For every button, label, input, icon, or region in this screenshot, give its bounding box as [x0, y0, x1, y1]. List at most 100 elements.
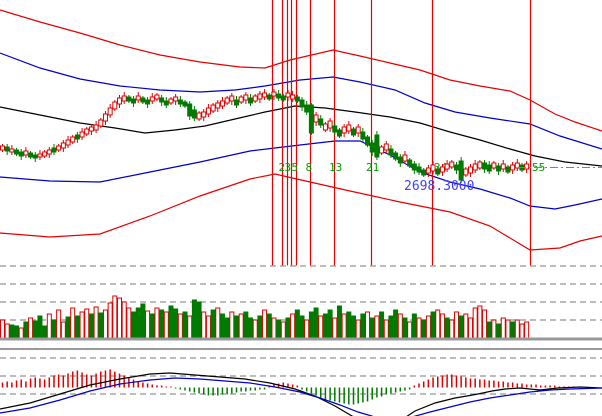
- candle-down: [397, 156, 403, 164]
- volume-bar-down: [51, 319, 57, 339]
- volume-bar-up: [519, 323, 525, 339]
- candle-up: [112, 101, 118, 110]
- fib-time-label: 5: [292, 161, 299, 174]
- candle-down: [486, 164, 492, 172]
- volume-bar-down: [140, 303, 146, 339]
- candle-up: [468, 166, 473, 174]
- volume-bar-down: [444, 317, 450, 339]
- volume-bar-up: [60, 321, 66, 339]
- candle-up: [70, 136, 76, 143]
- candle-down: [187, 103, 193, 117]
- volume-bar-up: [154, 307, 160, 339]
- volume-bar-up: [435, 309, 441, 339]
- lower-red-band-line: [0, 173, 602, 251]
- candle-down: [393, 152, 399, 160]
- candle-down: [4, 146, 10, 152]
- candle-down: [308, 104, 314, 134]
- candle-up: [341, 126, 347, 134]
- volume-bar-down: [149, 313, 155, 339]
- candle-down: [234, 99, 239, 106]
- candle-down: [131, 98, 137, 104]
- candle-down: [388, 148, 394, 156]
- candle-up: [439, 166, 445, 173]
- volume-bar-up: [472, 307, 478, 339]
- candle-up: [168, 98, 174, 104]
- volume-bar-up: [491, 319, 497, 339]
- volume-bar-up: [425, 315, 431, 339]
- volume-bar-down: [308, 311, 314, 339]
- candle-down: [191, 109, 197, 119]
- volume-bar-up: [524, 321, 530, 339]
- candle-down: [145, 99, 151, 105]
- volume-bar-up: [383, 319, 389, 339]
- candle-down: [421, 169, 427, 176]
- volume-bar-up: [145, 310, 151, 339]
- candle-up: [510, 164, 516, 171]
- candle-up: [238, 96, 244, 103]
- candle-up: [107, 107, 113, 116]
- candle-down: [14, 149, 20, 155]
- volume-bar-up: [477, 305, 483, 339]
- volume-bar-up: [304, 319, 310, 339]
- volume-bar-up: [416, 317, 422, 339]
- volume-bar-up: [262, 309, 268, 339]
- volume-bar-down: [486, 321, 492, 339]
- volume-bar-up: [46, 313, 52, 339]
- volume-bar-up: [126, 307, 132, 339]
- candle-up: [463, 168, 469, 176]
- volume-bar-down: [65, 316, 71, 339]
- candle-up: [65, 139, 71, 146]
- volume-bar-down: [294, 309, 300, 339]
- volume-bar-down: [42, 325, 48, 339]
- volume-bar-down: [243, 311, 249, 339]
- volume-bar-up: [177, 313, 183, 339]
- candle-up: [524, 163, 530, 170]
- candle-up: [430, 164, 436, 172]
- candle-up: [56, 145, 62, 151]
- candle-up: [477, 161, 483, 169]
- volume-gridlines: [0, 265, 602, 321]
- candle-down: [496, 165, 502, 172]
- candle-down: [453, 164, 459, 171]
- volume-bar-down: [411, 313, 417, 339]
- candle-down: [51, 147, 57, 153]
- volume-bar-down: [351, 315, 356, 339]
- candle-up: [60, 142, 66, 149]
- candle-down: [163, 100, 169, 106]
- fib-time-label: 21: [366, 161, 379, 174]
- volume-bar-down: [388, 315, 394, 339]
- volume-bar-down: [131, 311, 137, 339]
- volume-bar-up: [355, 319, 361, 339]
- candle-down: [482, 162, 488, 170]
- candle-down: [28, 152, 34, 158]
- candle-down: [435, 168, 441, 175]
- volume-baseline: [0, 337, 602, 341]
- volume-bar-up: [28, 317, 34, 339]
- candle-up: [514, 162, 520, 169]
- candle-up: [500, 163, 506, 170]
- volume-bar-down: [496, 323, 502, 339]
- candle-up: [402, 154, 408, 162]
- volume-bar-up: [332, 317, 338, 339]
- candle-up: [205, 107, 211, 115]
- candle-up: [252, 95, 258, 102]
- volume-bar-down: [336, 305, 342, 339]
- candle-down: [304, 104, 310, 113]
- volume-bar-up: [374, 315, 380, 339]
- candle-up: [0, 145, 5, 151]
- volume-bar-up: [229, 311, 235, 339]
- lower-blue-band-line: [0, 140, 602, 210]
- volume-bar-up: [397, 313, 403, 339]
- volume-bar-up: [79, 311, 85, 339]
- volume-bar-down: [224, 317, 230, 339]
- volume-bar-down: [196, 301, 202, 339]
- volume-bar-up: [112, 295, 118, 339]
- volume-bar-up: [0, 319, 5, 339]
- volume-bar-down: [327, 309, 333, 339]
- candle-up: [149, 96, 155, 102]
- volume-bar-down: [168, 305, 174, 339]
- volume-bar-up: [280, 321, 286, 339]
- volume-bar-up: [365, 311, 371, 339]
